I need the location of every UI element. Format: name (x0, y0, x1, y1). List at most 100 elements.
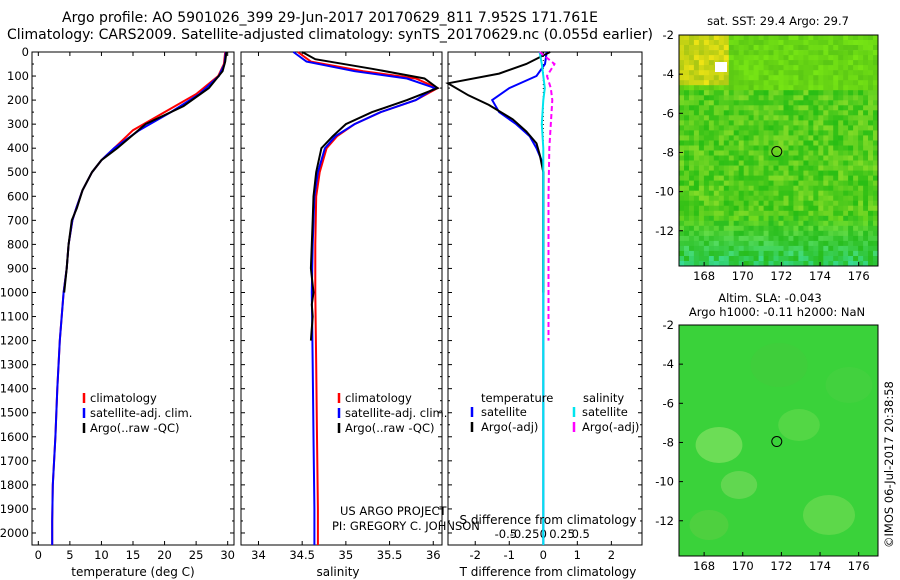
sst-cell (783, 95, 789, 101)
sst-cell (773, 250, 779, 257)
sst-cell (758, 115, 764, 121)
sst-cell (768, 45, 774, 51)
sst-cell (783, 125, 789, 131)
sst-cell (858, 40, 864, 46)
sst-cell (798, 75, 804, 81)
sst-cell (713, 200, 720, 207)
sst-cell (773, 120, 779, 126)
sst-cell (738, 190, 745, 197)
sst-cell (693, 125, 700, 131)
sst-cell (773, 261, 779, 267)
sst-cell (758, 65, 764, 71)
sst-cell (813, 215, 819, 222)
sst-cell (763, 85, 769, 91)
sst-cell (748, 60, 754, 66)
sst-cell (758, 250, 764, 257)
sst-cell (748, 120, 754, 126)
sst-cell (788, 245, 794, 252)
sst-cell (798, 220, 804, 227)
sst-cell (738, 70, 745, 76)
sst-cell (843, 245, 849, 252)
sst-cell (788, 80, 794, 86)
sst-cell (793, 50, 799, 56)
sst-cell (718, 250, 725, 257)
sst-cell (743, 205, 750, 212)
temperature-xlabel: temperature (deg C) (71, 565, 194, 579)
sst-cell (698, 115, 705, 121)
sst-cell (803, 195, 809, 202)
sst-cell (723, 225, 730, 232)
sst-cell (833, 135, 839, 141)
sst-cell (679, 220, 685, 227)
sst-cell (808, 165, 814, 171)
sst-cell (788, 180, 794, 186)
sst-cell (873, 250, 879, 257)
sst-cell (823, 70, 829, 76)
sst-cell (758, 40, 764, 46)
sst-cell (679, 120, 685, 126)
sst-cell (743, 165, 750, 171)
sst-cell (753, 180, 759, 186)
sst-cell (773, 55, 779, 61)
sst-cell (783, 110, 789, 116)
y-tick-label: 700 (7, 213, 29, 227)
sst-cell (684, 170, 690, 176)
sst-cell (818, 70, 824, 76)
sst-cell (708, 65, 715, 71)
sst-cell (823, 90, 829, 96)
sst-cell (843, 130, 849, 136)
sst-cell (679, 50, 685, 56)
sst-cell (689, 225, 695, 232)
legend-s-sat: satellite (582, 405, 628, 419)
sst-cell (689, 85, 695, 91)
sst-cell (703, 75, 710, 81)
sst-cell (684, 95, 690, 101)
sst-cell (873, 95, 879, 101)
y-tick-label: 1300 (0, 358, 29, 372)
sst-cell (863, 105, 869, 111)
sst-cell (838, 65, 844, 71)
sst-cell (873, 235, 879, 242)
sst-cell (828, 35, 834, 41)
sst-cell (718, 185, 725, 192)
sst-cell (798, 160, 804, 166)
sst-cell (838, 256, 844, 262)
sst-cell (753, 250, 759, 257)
sst-cell (778, 175, 784, 181)
sst-cell (723, 256, 730, 262)
sst-cell (758, 105, 764, 111)
sst-cell (788, 155, 794, 161)
sst-cell (748, 235, 754, 242)
sst-cell (778, 245, 784, 252)
sst-cell (763, 160, 769, 166)
sst-cell (793, 200, 799, 207)
sst-cell (868, 245, 874, 252)
sst-cell (743, 100, 750, 106)
sst-cell (723, 90, 730, 96)
sst-cell (798, 195, 804, 202)
sst-cell (828, 50, 834, 56)
sst-cell (743, 135, 750, 141)
sst-cell (738, 85, 745, 91)
sst-cell (783, 100, 789, 106)
sst-cell (783, 220, 789, 227)
sst-cell (808, 130, 814, 136)
sst-cell (808, 190, 814, 197)
sst-cell (758, 230, 764, 237)
sst-cell (773, 80, 779, 86)
sst-map-frame (678, 34, 879, 267)
sst-cell (788, 261, 794, 267)
sst-cell (748, 100, 754, 106)
sst-cell (853, 130, 859, 136)
sst-cell (823, 45, 829, 51)
sst-cell (713, 80, 720, 86)
sst-cell (718, 70, 725, 76)
sst-cell (708, 180, 715, 186)
sst-cell (733, 150, 740, 156)
sst-cell (828, 90, 834, 96)
sst-cell (793, 60, 799, 66)
sst-cell (853, 55, 859, 61)
sst-cell (768, 50, 774, 56)
sst-cell (713, 110, 720, 116)
sst-cell (783, 145, 789, 151)
